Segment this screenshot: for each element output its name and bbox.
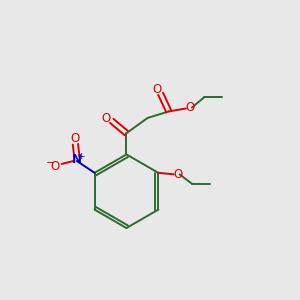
Text: +: + <box>77 152 85 161</box>
Text: O: O <box>152 82 162 95</box>
Text: O: O <box>102 112 111 125</box>
Text: O: O <box>71 132 80 145</box>
Text: O: O <box>50 160 60 172</box>
Text: N: N <box>72 153 82 166</box>
Text: −: − <box>46 158 56 167</box>
Text: O: O <box>185 101 194 114</box>
Text: O: O <box>173 168 182 181</box>
